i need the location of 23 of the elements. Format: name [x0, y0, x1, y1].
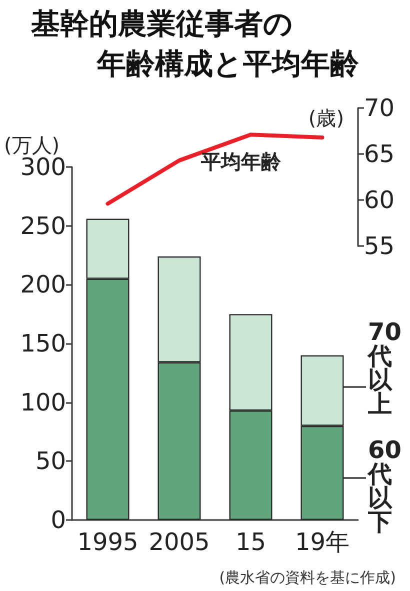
chart-title: 基幹的農業従事者の [30, 6, 293, 40]
x-tick-label: 2005 [148, 528, 210, 556]
x-tick-label: 19年 [294, 528, 350, 556]
y-tick-label: 200 [20, 270, 66, 299]
y-tick-label: 250 [20, 212, 66, 240]
text: (農水省の資料を基に作成) [219, 568, 396, 586]
y-axis-title: (万人) [4, 133, 60, 157]
y-tick-label: 70 [364, 94, 395, 122]
y-tick-label: 50 [35, 447, 66, 476]
y-tick-label: 100 [20, 388, 66, 416]
y-tick-label: 0 [50, 506, 66, 534]
series-label: 70代以上 [367, 318, 402, 418]
y-tick-label: 60 [364, 186, 395, 214]
x-tick-label: 15 [235, 528, 266, 556]
line-series [106, 132, 324, 206]
legend-label: 60代以下 [367, 436, 402, 536]
y-axis-title: (歳) [308, 106, 344, 130]
y-tick-label: 65 [364, 140, 395, 168]
x-tick-label: 1995 [77, 528, 138, 556]
y-tick-label: 55 [364, 232, 395, 260]
chart-subtitle: 年齢構成と平均年齢 [96, 46, 359, 80]
series-label: 平均年齢 [200, 150, 282, 174]
y-tick-label: 150 [20, 330, 66, 358]
